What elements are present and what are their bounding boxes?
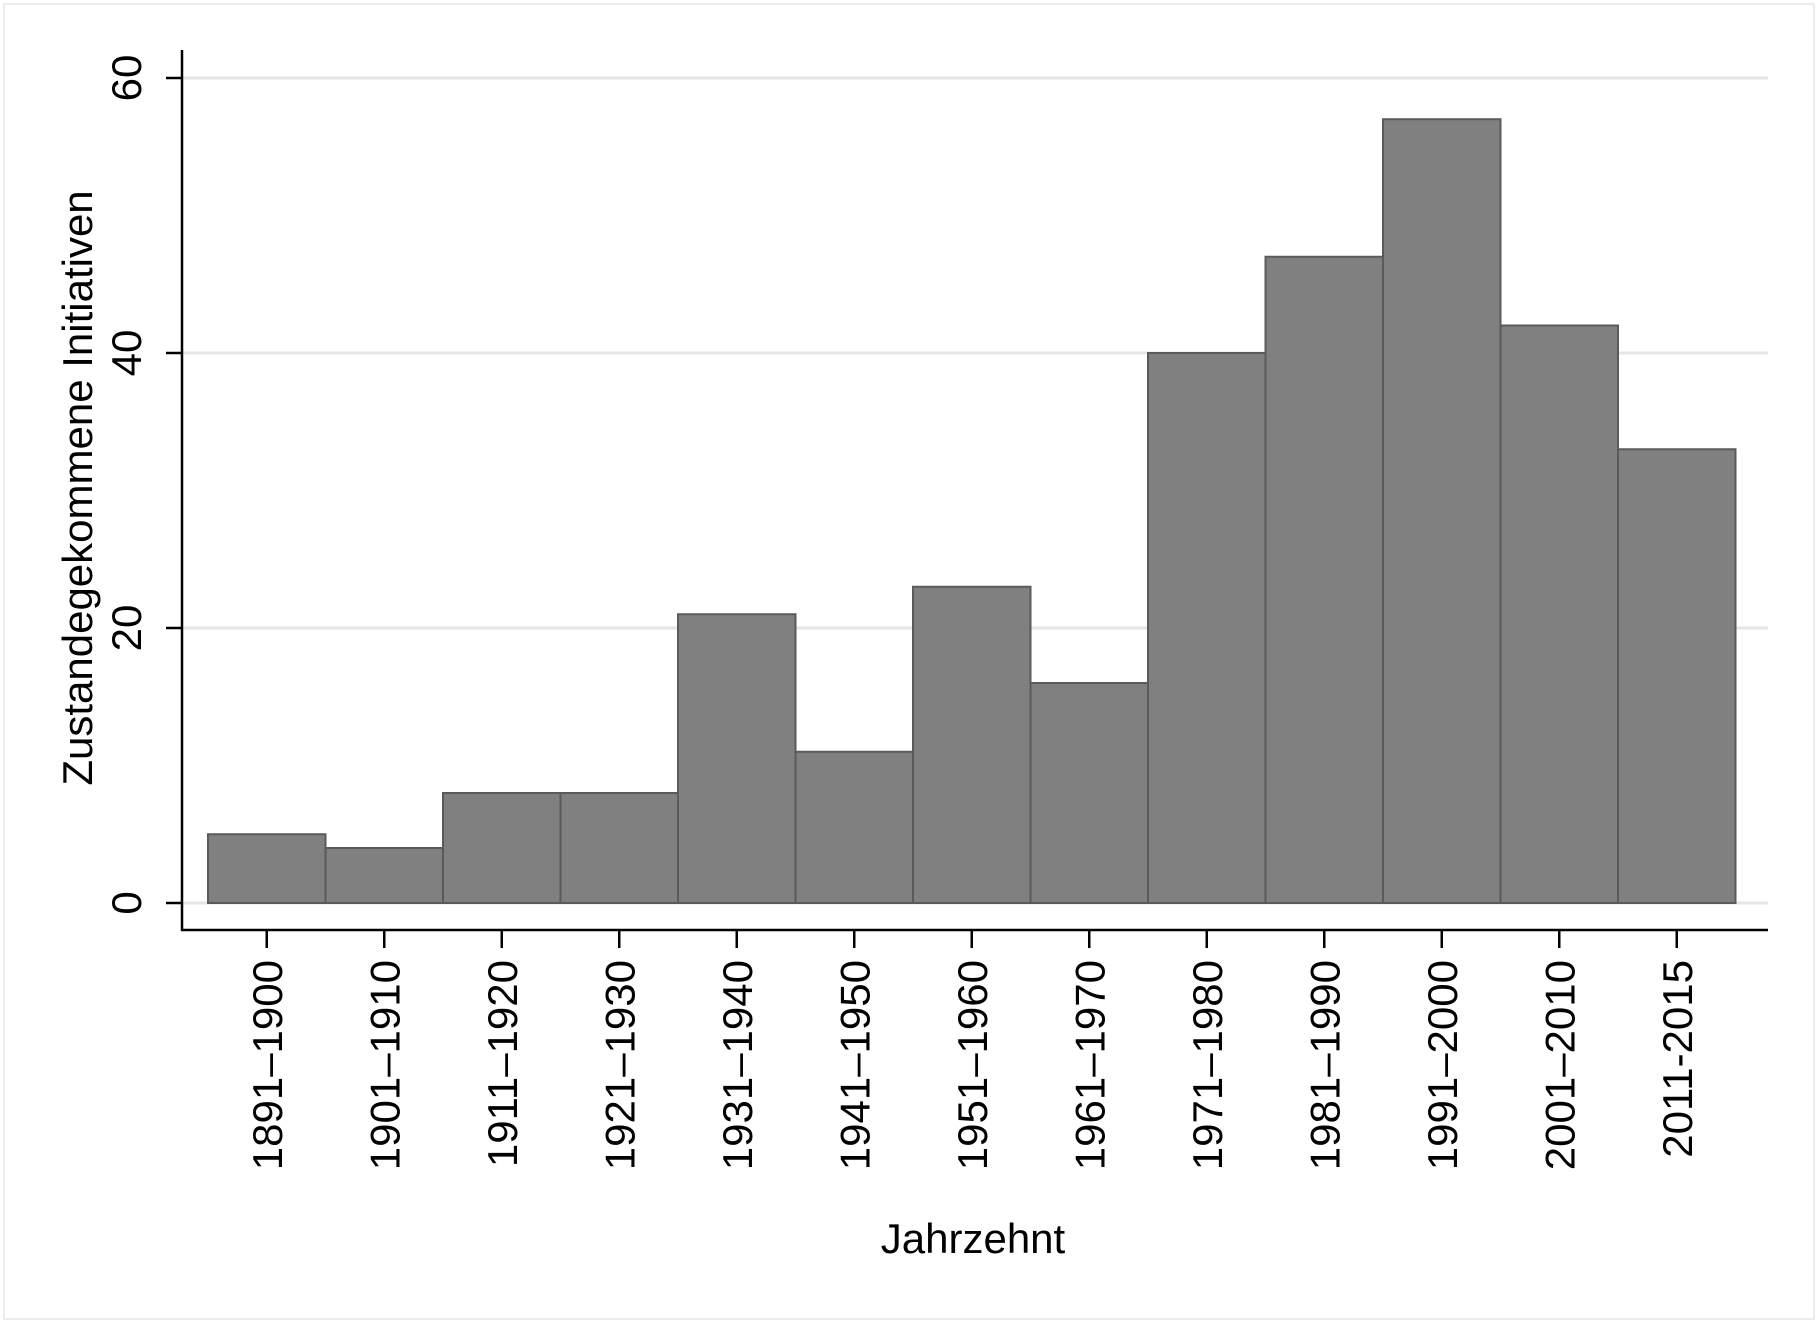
x-tick-label: 1971–1980 bbox=[1184, 960, 1231, 1170]
y-tick-label: 0 bbox=[103, 891, 150, 914]
x-tick-label: 1931–1940 bbox=[714, 960, 761, 1170]
x-tick-label: 1961–1970 bbox=[1066, 960, 1113, 1170]
bar-7 bbox=[912, 585, 1032, 904]
x-tick-label: 1991–2000 bbox=[1419, 960, 1466, 1170]
y-ticks: 0 20 40 60 bbox=[103, 55, 182, 915]
y-tick-label: 60 bbox=[103, 55, 150, 102]
y-tick-label: 20 bbox=[103, 605, 150, 652]
x-tick-label: 1921–1930 bbox=[596, 960, 643, 1170]
bar-5 bbox=[677, 613, 797, 904]
bar-13 bbox=[1617, 448, 1737, 904]
x-tick-label: 1981–1990 bbox=[1301, 960, 1348, 1170]
bar-3 bbox=[442, 792, 562, 904]
bar-2 bbox=[324, 847, 444, 904]
x-tick-label: 1891–1900 bbox=[244, 960, 291, 1170]
bar-6 bbox=[794, 750, 914, 904]
axes bbox=[180, 50, 1768, 932]
x-axis-title: Jahrzehnt bbox=[881, 1215, 1066, 1262]
bar-12 bbox=[1499, 324, 1619, 904]
y-tick-label: 40 bbox=[103, 330, 150, 377]
y-axis-title: Zustandegekommene Initiativen bbox=[54, 190, 101, 785]
x-tick-label: 1901–1910 bbox=[361, 960, 408, 1170]
bar-10 bbox=[1264, 255, 1384, 904]
x-ticks: 1891–1900 1901–1910 1911–1920 1921–1930 1931… bbox=[244, 930, 1701, 1170]
x-tick-label: 1941–1950 bbox=[831, 960, 878, 1170]
x-tick-label: 2001–2010 bbox=[1536, 960, 1583, 1170]
bar-8 bbox=[1029, 682, 1149, 904]
x-tick-label: 2011-2015 bbox=[1654, 960, 1701, 1158]
x-tick-label: 1951–1960 bbox=[949, 960, 996, 1170]
outer-border bbox=[3, 3, 1815, 1320]
bar-1 bbox=[207, 833, 327, 904]
bar-9 bbox=[1147, 352, 1267, 904]
bar-4 bbox=[559, 792, 679, 904]
x-tick-label: 1911–1920 bbox=[479, 960, 526, 1167]
bars bbox=[207, 118, 1737, 904]
bar-11 bbox=[1382, 118, 1502, 904]
